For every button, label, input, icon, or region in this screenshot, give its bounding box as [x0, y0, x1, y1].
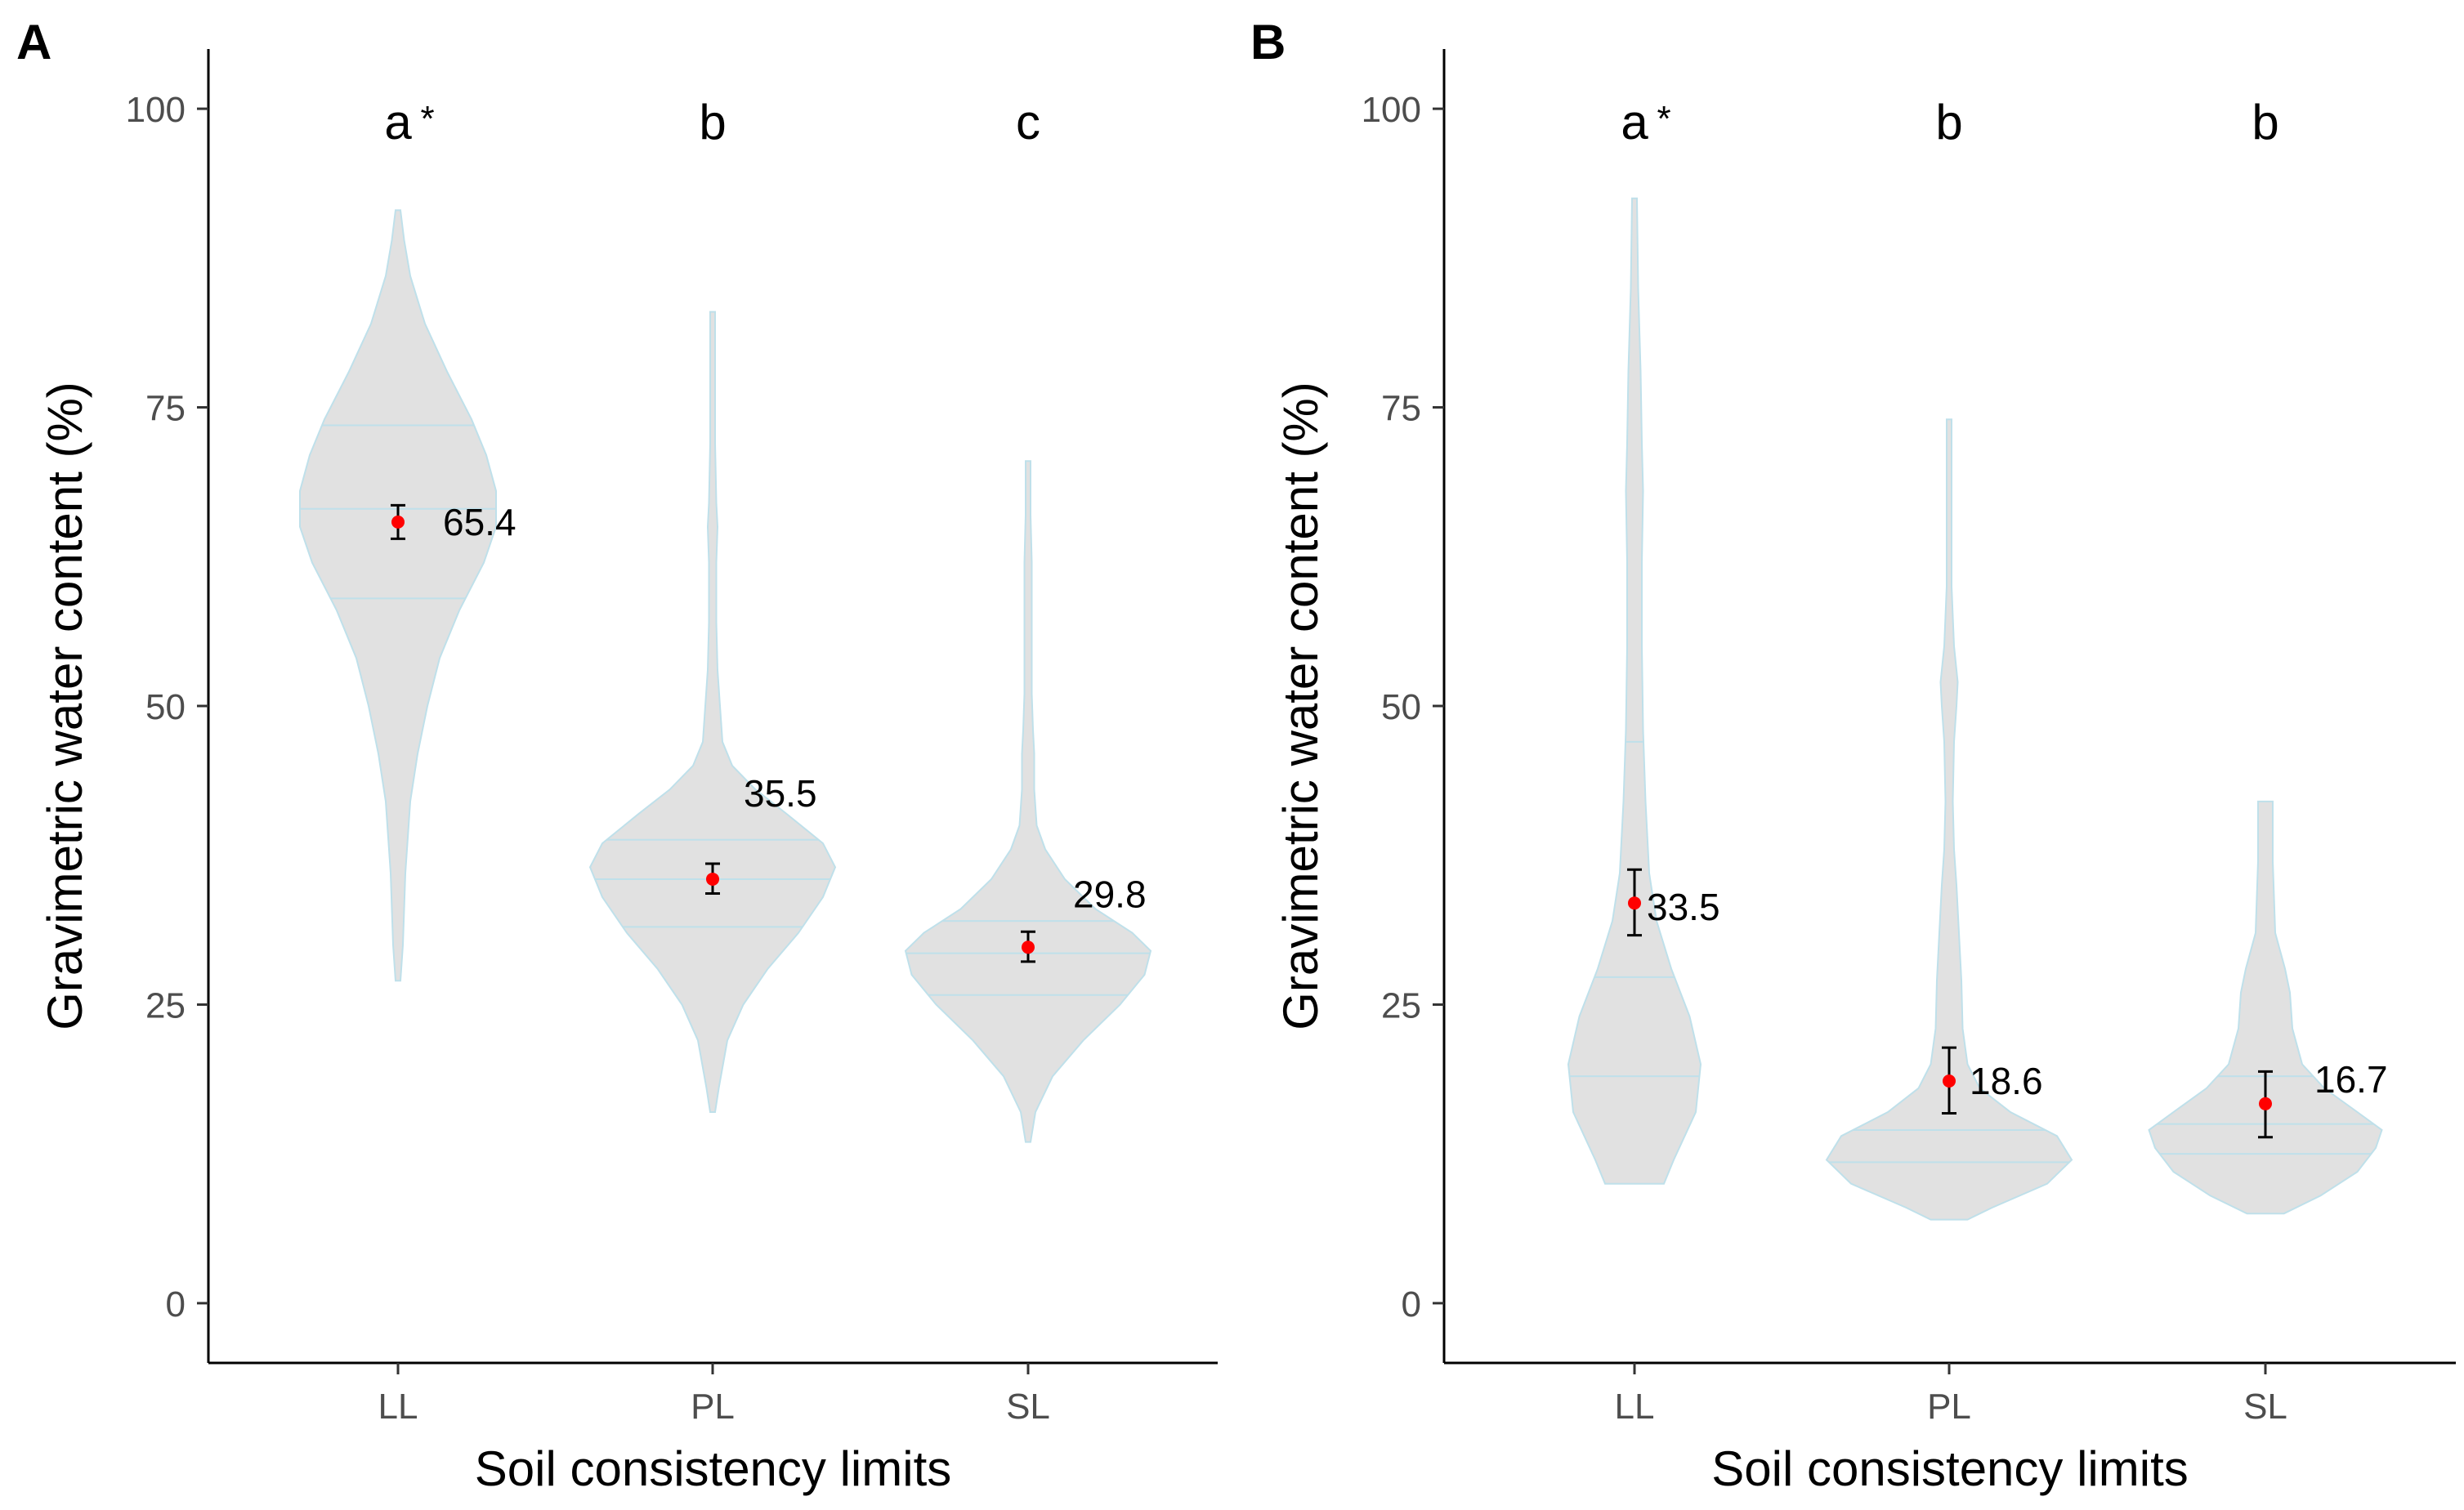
- y-axis-title: Gravimetric water content (%): [38, 382, 92, 1030]
- violin-SL: [904, 460, 1152, 1143]
- group-letter-PL: b: [699, 95, 726, 150]
- significance-mark-LL: *: [420, 99, 434, 139]
- y-tick-label-0: 0: [1402, 1284, 1421, 1325]
- mean-point-PL: [706, 872, 719, 886]
- y-tick-label-0: 0: [166, 1284, 186, 1325]
- y-tick-label-50: 50: [145, 687, 186, 727]
- violin-PL: [1825, 418, 2073, 1221]
- mean-label-SL: 16.7: [2314, 1058, 2388, 1101]
- y-tick-label-25: 25: [145, 985, 186, 1025]
- mean-label-PL: 18.6: [1970, 1060, 2043, 1102]
- violin-SL: [2148, 800, 2383, 1215]
- x-tick-label-SL: SL: [2243, 1387, 2287, 1427]
- group-letter-PL: b: [1935, 95, 1962, 150]
- y-tick-label-75: 75: [1381, 389, 1421, 429]
- mean-point-PL: [1943, 1074, 1956, 1088]
- y-tick-label-100: 100: [126, 90, 186, 130]
- group-letter-LL: a: [1621, 95, 1648, 150]
- mean-label-LL: 65.4: [443, 501, 517, 543]
- mean-point-SL: [2259, 1097, 2272, 1110]
- mean-label-LL: 33.5: [1647, 886, 1720, 928]
- mean-point-LL: [391, 515, 405, 529]
- panel-label: A: [16, 15, 51, 69]
- mean-label-SL: 29.8: [1073, 873, 1147, 915]
- x-tick-label-LL: LL: [378, 1387, 418, 1427]
- x-tick-label-LL: LL: [1615, 1387, 1655, 1427]
- y-tick-label-100: 100: [1362, 90, 1421, 130]
- y-tick-label-25: 25: [1381, 985, 1421, 1025]
- y-tick-label-75: 75: [145, 389, 186, 429]
- mean-point-LL: [1628, 896, 1641, 910]
- violin-PL: [588, 310, 837, 1113]
- violin-LL: [299, 209, 497, 982]
- x-tick-label-SL: SL: [1006, 1387, 1050, 1427]
- violin-LL: [1567, 197, 1702, 1185]
- panel-b: 33.5 18.6 16.7 a * b b 0 25 50 75 100 LL PL SL Soil con…: [1250, 15, 2456, 1496]
- group-letter-SL: b: [2252, 95, 2278, 150]
- panel-label: B: [1250, 15, 1286, 69]
- y-axis-title: Gravimetric water content (%): [1273, 382, 1328, 1030]
- y-tick-label-50: 50: [1381, 687, 1421, 727]
- x-axis-title: Soil consistency limits: [475, 1441, 952, 1496]
- panel-a: 65.4 35.5 29.8 a * b c 0 25 50 75 100 LL PL SL Soil con…: [16, 15, 1218, 1496]
- significance-mark-LL: *: [1657, 99, 1670, 139]
- x-tick-label-PL: PL: [691, 1387, 735, 1427]
- group-letter-SL: c: [1016, 95, 1040, 150]
- group-letter-LL: a: [384, 95, 412, 150]
- x-axis-title: Soil consistency limits: [1711, 1441, 2189, 1496]
- mean-point-SL: [1022, 940, 1035, 954]
- mean-label-PL: 35.5: [744, 772, 817, 815]
- x-tick-label-PL: PL: [1927, 1387, 1971, 1427]
